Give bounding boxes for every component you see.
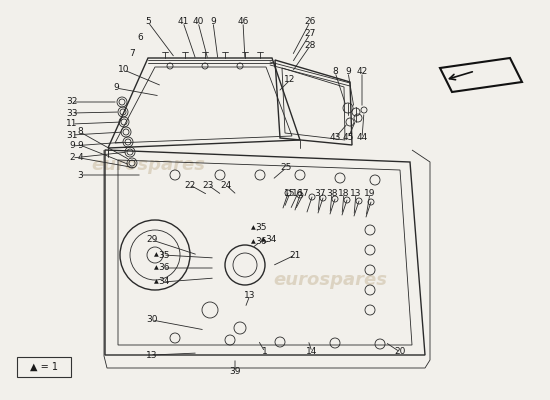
Text: ▲: ▲	[251, 240, 255, 244]
Text: 31: 31	[66, 130, 78, 140]
Text: 35: 35	[158, 250, 170, 260]
Text: 9: 9	[210, 18, 216, 26]
Text: 13: 13	[350, 188, 362, 198]
Text: 9: 9	[113, 84, 119, 92]
Text: 4: 4	[77, 154, 83, 162]
Text: 8: 8	[332, 68, 338, 76]
Text: ▲: ▲	[261, 238, 265, 242]
Text: ▲: ▲	[153, 252, 158, 258]
Text: 5: 5	[145, 18, 151, 26]
Text: ▲: ▲	[153, 280, 158, 284]
Text: 16: 16	[292, 188, 304, 198]
Text: 7: 7	[129, 50, 135, 58]
Text: 14: 14	[306, 348, 318, 356]
Text: 9: 9	[69, 142, 75, 150]
Text: 27: 27	[304, 30, 316, 38]
Text: 34: 34	[265, 236, 277, 244]
Text: 19: 19	[364, 188, 376, 198]
Text: 29: 29	[146, 236, 158, 244]
Text: 38: 38	[326, 188, 338, 198]
Text: 34: 34	[158, 278, 170, 286]
Text: 15: 15	[284, 188, 296, 198]
Text: 30: 30	[146, 316, 158, 324]
Text: 25: 25	[280, 164, 292, 172]
Text: 24: 24	[221, 180, 232, 190]
Text: 18: 18	[338, 188, 350, 198]
Text: 13: 13	[244, 290, 256, 300]
Text: 17: 17	[298, 188, 310, 198]
Text: 40: 40	[192, 18, 204, 26]
Text: 20: 20	[394, 348, 406, 356]
Text: 9: 9	[345, 68, 351, 76]
Text: 43: 43	[329, 134, 340, 142]
Text: eurospares: eurospares	[91, 156, 205, 174]
Text: 33: 33	[66, 108, 78, 118]
Text: ▲ = 1: ▲ = 1	[30, 362, 58, 372]
Text: 41: 41	[177, 18, 189, 26]
Text: ▲: ▲	[251, 226, 255, 230]
Text: 45: 45	[342, 134, 354, 142]
Text: 37: 37	[314, 188, 326, 198]
Text: 35: 35	[255, 224, 267, 232]
Text: 12: 12	[284, 76, 296, 84]
Text: 2: 2	[69, 154, 75, 162]
Text: 28: 28	[304, 42, 316, 50]
Text: 8: 8	[77, 128, 83, 136]
Text: 13: 13	[146, 350, 158, 360]
Text: 39: 39	[229, 368, 241, 376]
Text: 10: 10	[118, 66, 130, 74]
Text: 22: 22	[184, 180, 196, 190]
Text: 3: 3	[77, 170, 83, 180]
Text: 1: 1	[262, 348, 268, 356]
Text: ▲: ▲	[153, 266, 158, 270]
Text: 9: 9	[77, 140, 83, 150]
Text: 36: 36	[158, 264, 170, 272]
Text: 42: 42	[356, 68, 367, 76]
Text: 23: 23	[202, 180, 214, 190]
Text: 36: 36	[255, 238, 267, 246]
Text: 26: 26	[304, 18, 316, 26]
Text: 11: 11	[66, 120, 78, 128]
Text: 32: 32	[67, 98, 78, 106]
Text: 46: 46	[237, 18, 249, 26]
Text: 44: 44	[356, 134, 367, 142]
Text: eurospares: eurospares	[273, 271, 387, 289]
FancyBboxPatch shape	[17, 357, 71, 377]
Text: 6: 6	[137, 34, 143, 42]
Text: 21: 21	[289, 250, 301, 260]
